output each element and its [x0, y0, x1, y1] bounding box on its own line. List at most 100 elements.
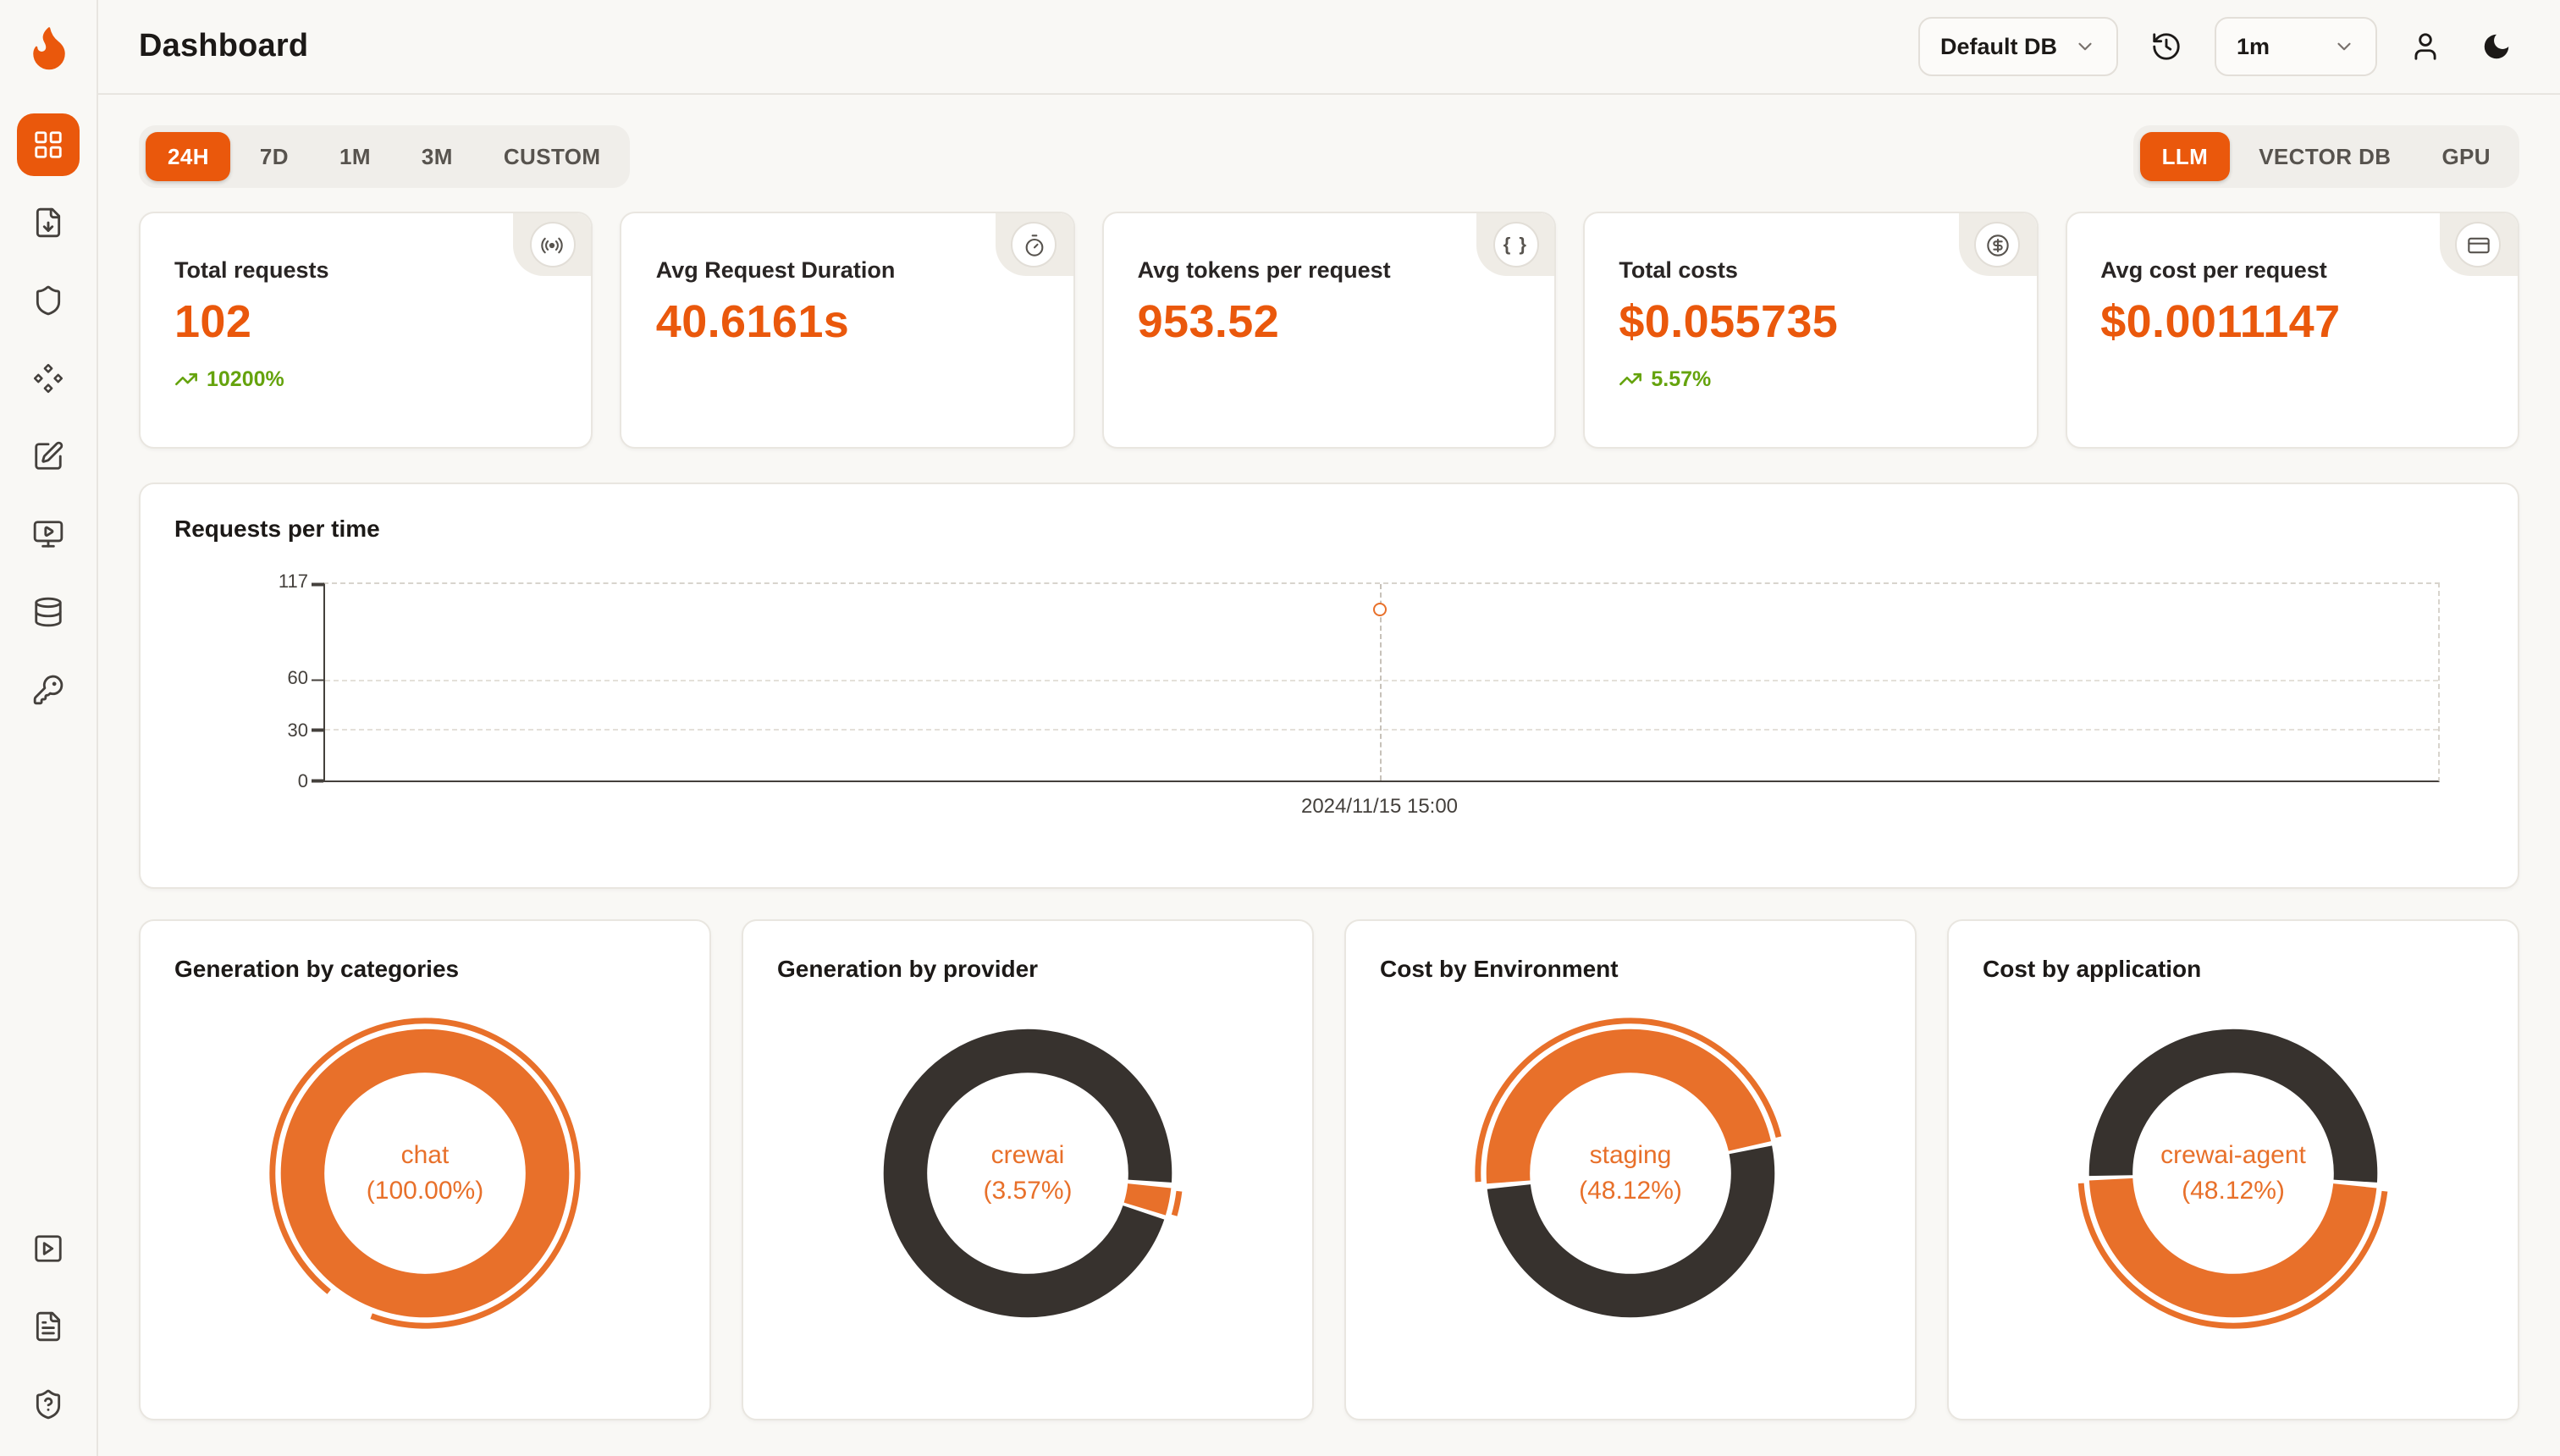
- db-select-value: Default DB: [1939, 34, 2057, 59]
- gridline: [325, 679, 2438, 681]
- y-tick-label: 0: [297, 772, 308, 792]
- chevron-down-icon: [2333, 36, 2355, 58]
- donut-row: Generation by categories chat (100.00%) …: [139, 919, 2519, 1420]
- y-tick-mark: [312, 729, 323, 731]
- sidebar: [0, 0, 98, 1456]
- requests-line-chart[interactable]: 117 60 30 0 2024/11/15 15:00: [279, 572, 2440, 818]
- stat-value: $0.055735: [1619, 296, 1839, 347]
- page-title: Dashboard: [139, 28, 309, 63]
- sidebar-item-playground[interactable]: [17, 503, 80, 565]
- refresh-history-icon[interactable]: [2143, 24, 2189, 69]
- y-tick-label: 30: [287, 720, 309, 742]
- getting-started-play-icon: [35, 1235, 62, 1262]
- stat-value: 102: [174, 296, 252, 347]
- line-plot: [312, 582, 2440, 782]
- generation-by-provider-donut[interactable]: crewai (3.57%): [860, 1006, 1195, 1341]
- stats-row: Total requests 102 10200% Avg Request Du…: [139, 212, 2519, 449]
- playground-monitor-icon: [33, 521, 63, 548]
- chart-cursor-line: [1379, 584, 1382, 780]
- stat-label: Total requests: [174, 257, 329, 283]
- chevron-down-icon: [2074, 36, 2096, 58]
- stat-card-avg-tokens: { } Avg tokens per request 953.52: [1101, 212, 1557, 449]
- trending-up-icon: [1619, 372, 1642, 386]
- sidebar-item-requests[interactable]: [17, 191, 80, 254]
- sidebar-item-api-keys[interactable]: [17, 659, 80, 721]
- sidebar-bottom: [17, 1217, 80, 1436]
- sidebar-item-databases[interactable]: [17, 581, 80, 643]
- tab-7d[interactable]: 7D: [259, 144, 289, 169]
- sidebar-item-support[interactable]: [17, 1373, 80, 1436]
- dollar-circle-icon: [1986, 234, 2008, 256]
- y-tick-label: 117: [278, 572, 308, 593]
- donut-chart-svg: [872, 1018, 1183, 1329]
- stat-delta: 10200%: [174, 367, 558, 391]
- donut-title: Cost by application: [1983, 955, 2202, 982]
- donut-title: Generation by categories: [174, 955, 460, 982]
- dark-mode-moon-icon[interactable]: [2474, 24, 2519, 69]
- y-ticks: 117 60 30 0: [207, 572, 309, 792]
- sidebar-item-prompt-hub[interactable]: [17, 347, 80, 410]
- tab-3m[interactable]: 3M: [421, 144, 453, 169]
- interval-select[interactable]: 1m: [2215, 17, 2377, 76]
- stat-corner-badge: [995, 213, 1073, 276]
- documentation-file-icon: [36, 1311, 61, 1342]
- db-select[interactable]: Default DB: [1917, 17, 2118, 76]
- y-tick-label: 60: [287, 669, 309, 690]
- user-profile-icon[interactable]: [2403, 24, 2448, 69]
- time-range-tabs: 24H 7D 1M 3M CUSTOM: [139, 125, 630, 188]
- cost-by-environment-donut[interactable]: staging (48.12%): [1463, 1006, 1798, 1341]
- filter-row: 24H 7D 1M 3M CUSTOM LLM VECTOR DB GPU: [139, 125, 2519, 188]
- stat-corner-badge: [2439, 213, 2518, 276]
- interval-select-value: 1m: [2237, 34, 2270, 59]
- stat-card-avg-cost: Avg cost per request $0.0011147: [2065, 212, 2519, 449]
- cost-by-environment-card: Cost by Environment staging (48.12%): [1344, 919, 1917, 1420]
- requests-per-time-card: Requests per time 117 60 30 0 2024/11/15 15…: [139, 483, 2519, 889]
- requests-file-icon: [36, 207, 61, 238]
- chart-title: Requests per time: [174, 515, 380, 542]
- exceptions-shield-icon: [36, 285, 61, 316]
- tab-1m[interactable]: 1M: [339, 144, 371, 169]
- stat-corner-badge: [513, 213, 592, 276]
- sidebar-item-vault[interactable]: [17, 425, 80, 488]
- main-content: 24H 7D 1M 3M CUSTOM LLM VECTOR DB GPU: [98, 95, 2560, 1456]
- y-tick-mark: [312, 779, 323, 782]
- sidebar-item-documentation[interactable]: [17, 1295, 80, 1358]
- stat-value: $0.0011147: [2100, 296, 2341, 347]
- generation-by-categories-donut[interactable]: chat (100.00%): [257, 1006, 593, 1341]
- prompt-hub-diamonds-icon: [33, 363, 63, 394]
- x-axis-label: 2024/11/15 15:00: [1300, 794, 1459, 818]
- donut-chart-svg: [269, 1018, 581, 1329]
- stat-label: Avg tokens per request: [1137, 257, 1391, 283]
- cost-by-application-card: Cost by application crewai-agent (48.12%…: [1947, 919, 2519, 1420]
- y-tick-mark: [312, 582, 323, 586]
- tab-llm[interactable]: LLM: [2139, 132, 2231, 181]
- tab-custom[interactable]: CUSTOM: [503, 144, 601, 169]
- sidebar-nav: [17, 113, 80, 721]
- donut-chart-svg: [2077, 1018, 2389, 1329]
- chart-point[interactable]: [1372, 602, 1387, 616]
- cost-by-application-donut[interactable]: crewai-agent (48.12%): [2066, 1006, 2401, 1341]
- timer-icon: [1025, 234, 1043, 256]
- stat-value: 953.52: [1137, 296, 1280, 347]
- stat-corner-badge: [1958, 213, 2037, 276]
- sidebar-item-exceptions[interactable]: [17, 269, 80, 332]
- app-logo flame-icon[interactable]: [19, 19, 77, 76]
- radar-icon: [542, 236, 564, 253]
- trending-up-icon: [175, 372, 197, 386]
- stat-label: Avg Request Duration: [655, 257, 896, 283]
- credit-card-icon: [2468, 236, 2490, 253]
- stat-label: Total costs: [1619, 257, 1738, 283]
- stat-card-total-requests: Total requests 102 10200%: [139, 212, 593, 449]
- tab-24h[interactable]: 24H: [146, 132, 231, 181]
- sidebar-item-dashboard[interactable]: [17, 113, 80, 176]
- header: Dashboard Default DB 1m: [98, 0, 2560, 95]
- header-controls: Default DB 1m: [1917, 17, 2519, 76]
- databases-icon: [35, 597, 62, 627]
- stat-value: 40.6161s: [655, 296, 850, 347]
- sidebar-item-getting-started[interactable]: [17, 1217, 80, 1280]
- braces-icon: { }: [1503, 234, 1528, 255]
- stat-delta: 5.57%: [1619, 367, 2002, 391]
- tab-vector-db[interactable]: VECTOR DB: [2259, 144, 2392, 169]
- tab-gpu[interactable]: GPU: [2441, 144, 2491, 169]
- support-help-icon: [36, 1389, 61, 1420]
